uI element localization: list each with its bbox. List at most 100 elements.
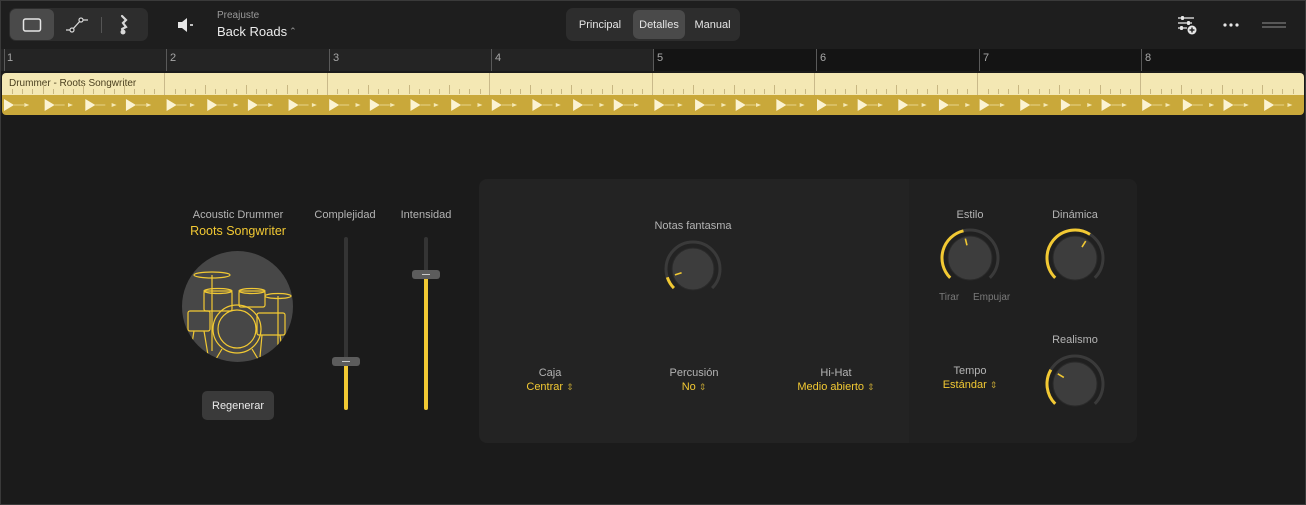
drum-ghost-hit: [311, 103, 317, 107]
intensity-slider[interactable]: [412, 237, 440, 410]
region-tick: [215, 89, 217, 94]
drum-ghost-hit: [512, 103, 518, 107]
preset-label: Preajuste: [217, 10, 260, 21]
region-tick: [804, 89, 806, 94]
mixer-add-button[interactable]: [1174, 13, 1200, 37]
region-tick: [540, 89, 542, 94]
ghost-notes-knob[interactable]: [664, 240, 722, 303]
automation-view-button[interactable]: [55, 9, 99, 40]
drum-hit: [369, 99, 380, 111]
drum-ghost-hit: [433, 103, 439, 107]
region-tick: [987, 89, 989, 94]
view-tabs: Principal Detalles Manual: [566, 8, 740, 41]
bar-tick: [1141, 49, 1142, 71]
timeline-ruler[interactable]: 1 2 3 4 5 6 7 8: [1, 49, 1305, 71]
style-knob[interactable]: [940, 228, 1000, 293]
slider-fill: [424, 275, 428, 410]
region-tick: [256, 89, 258, 94]
speaker-icon: [178, 18, 193, 32]
tab-manual[interactable]: Manual: [694, 18, 731, 31]
region-tick: [225, 89, 227, 94]
region-tick: [906, 89, 908, 94]
drum-hit: [532, 99, 543, 111]
region-tick: [337, 89, 339, 94]
region-tick: [662, 89, 664, 94]
bar-divider: [489, 73, 490, 95]
realism-label: Realismo: [1052, 334, 1098, 346]
region-tick: [825, 89, 827, 94]
region-tick: [560, 89, 562, 94]
regenerate-button[interactable]: Regenerar: [202, 391, 274, 420]
region-tick: [1119, 89, 1121, 94]
hihat-dropdown[interactable]: Medio abierto ⇕: [776, 381, 896, 393]
region-tick: [245, 85, 247, 94]
knob-indicator: [1081, 240, 1087, 248]
drum-hit: [1060, 99, 1071, 111]
region-tick: [276, 89, 278, 94]
dynamics-label: Dinámica: [1052, 209, 1098, 221]
speaker-button[interactable]: [173, 14, 197, 36]
region-tick: [73, 89, 75, 94]
drag-handle-icon: [1262, 22, 1286, 28]
drum-hit: [735, 99, 746, 111]
bar-number: 6: [820, 52, 827, 64]
complexity-label: Complejidad: [314, 209, 376, 221]
tempo-dropdown[interactable]: Estándar ⇕: [920, 379, 1020, 391]
drum-hit: [654, 99, 665, 111]
region-tick: [306, 89, 308, 94]
tab-principal[interactable]: Principal: [578, 18, 622, 31]
score-view-button[interactable]: [102, 9, 146, 40]
drum-hit: [125, 99, 136, 111]
percussion-value: No: [681, 381, 696, 393]
percussion-dropdown[interactable]: No ⇕: [649, 381, 739, 393]
style-min-label: Tirar: [939, 292, 960, 303]
drum-ghost-hit: [268, 103, 274, 107]
region-tick: [347, 89, 349, 94]
drum-ghost-hit: [965, 103, 971, 107]
bar-number: 3: [333, 52, 340, 64]
drum-hit: [979, 99, 990, 111]
region-tick: [682, 89, 684, 94]
drummer-avatar[interactable]: [182, 251, 293, 362]
region-tick: [713, 89, 715, 94]
region-tick: [875, 89, 877, 94]
drum-hit: [410, 99, 421, 111]
region-tick: [1241, 89, 1243, 94]
knob-track: [664, 240, 722, 290]
drummer-region[interactable]: Drummer - Roots Songwriter: [2, 73, 1304, 115]
region-tick: [1048, 89, 1050, 94]
more-button[interactable]: [1218, 13, 1244, 37]
cycle-area[interactable]: [1, 49, 653, 71]
score-icon: [120, 14, 128, 34]
region-view-button[interactable]: [10, 9, 54, 40]
realism-knob[interactable]: [1045, 354, 1105, 419]
chevron-updown-icon: ⇕: [989, 380, 998, 390]
knob-indicator: [1057, 373, 1065, 379]
drum-hit: [1182, 99, 1193, 111]
chevron-updown-icon: ⇕: [867, 382, 875, 392]
knob-body: [947, 235, 993, 281]
snare-dropdown[interactable]: Centrar ⇕: [500, 381, 600, 393]
drag-handle[interactable]: [1260, 13, 1288, 37]
complexity-slider[interactable]: [332, 237, 360, 410]
slider-thumb[interactable]: [412, 270, 440, 280]
preset-selector[interactable]: Back Roads ⌃: [217, 24, 297, 39]
dynamics-knob[interactable]: [1045, 228, 1105, 293]
slider-thumb[interactable]: [332, 356, 360, 366]
bar-tick: [653, 49, 654, 71]
drum-hit: [1223, 99, 1234, 111]
region-tick: [459, 89, 461, 94]
drum-ghost-hit: [677, 103, 683, 107]
bar-number: 8: [1145, 52, 1152, 64]
region-tick: [378, 89, 379, 94]
tab-detalles[interactable]: Detalles: [633, 10, 685, 39]
drum-ghost-hit: [1287, 103, 1293, 107]
drum-hit: [898, 99, 909, 111]
snare-label: Caja: [538, 367, 562, 379]
toolbar: Preajuste Back Roads ⌃ Principal Detalle…: [1, 1, 1305, 49]
region-tick: [93, 89, 95, 94]
region-tick: [1292, 89, 1294, 94]
region-tick: [886, 89, 888, 94]
region-header: Drummer - Roots Songwriter: [2, 73, 1304, 95]
region-tick: [195, 89, 197, 94]
